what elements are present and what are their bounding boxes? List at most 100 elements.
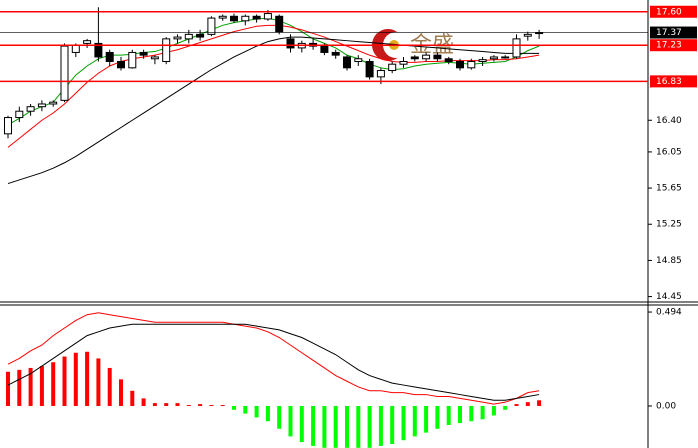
y-tick-label: 0.00: [656, 401, 676, 411]
y-tick-label: 15.65: [656, 184, 682, 194]
candle-body: [444, 58, 453, 62]
candle-body: [150, 56, 159, 60]
histogram-bar: [288, 405, 293, 437]
candle-body: [286, 38, 295, 49]
histogram-bar: [51, 362, 56, 406]
indicator-line: [7, 323, 540, 401]
histogram-bar: [6, 371, 10, 406]
histogram-bar: [446, 405, 451, 425]
candle-body: [320, 45, 329, 53]
histogram-bar: [85, 351, 90, 406]
histogram-bar: [503, 405, 508, 410]
histogram-bar: [73, 352, 78, 406]
histogram-bar: [186, 405, 191, 407]
candle-body: [60, 45, 69, 101]
candle-body: [105, 51, 114, 62]
indicator-line: [7, 36, 540, 185]
candle-body: [83, 40, 92, 44]
histogram-bar: [322, 405, 327, 448]
histogram-bar: [232, 405, 236, 410]
y-tick-label: 15.25: [656, 220, 682, 230]
level-label: 16.83: [656, 77, 682, 87]
histogram-bar: [96, 358, 101, 406]
candle-body: [4, 117, 12, 135]
histogram-bar: [164, 403, 169, 406]
level-label: 17.37: [656, 28, 682, 38]
histogram-bar: [435, 405, 440, 429]
level-label: 17.60: [656, 7, 682, 17]
candle-body: [207, 17, 216, 35]
histogram-bar: [311, 405, 316, 446]
histogram-bar: [367, 405, 372, 448]
candle-body: [410, 56, 419, 60]
candle-body: [376, 70, 385, 78]
candle-body: [365, 60, 374, 78]
histogram-bar: [28, 367, 33, 406]
candle-body: [467, 60, 476, 69]
y-tick-label: 0.494: [656, 308, 682, 318]
histogram-bar: [62, 356, 67, 406]
candle-body: [354, 58, 363, 62]
histogram-bar: [299, 405, 304, 443]
candle-body: [196, 33, 205, 38]
level-box: [650, 5, 697, 18]
candle-body: [37, 103, 46, 108]
histogram-bar: [345, 405, 349, 448]
level-box: [650, 26, 697, 39]
candle-body: [501, 56, 510, 59]
candle-body: [49, 101, 58, 105]
histogram-bar: [480, 405, 485, 420]
level-box: [650, 39, 697, 52]
candle-body: [523, 33, 532, 37]
y-tick-label: 14.45: [656, 292, 682, 302]
candle-body: [343, 56, 351, 69]
candle-body: [512, 38, 521, 58]
level-box: [650, 75, 697, 88]
histogram-bar: [39, 366, 44, 406]
candle-body: [275, 15, 284, 33]
candle-body: [94, 42, 103, 58]
histogram-bar: [401, 405, 406, 441]
candle-body: [173, 36, 182, 40]
histogram-bar: [356, 405, 361, 448]
histogram-bar: [175, 403, 180, 406]
candle-body: [15, 110, 24, 119]
histogram-bar: [119, 379, 123, 406]
indicator-line: [7, 312, 540, 405]
histogram-bar: [424, 405, 429, 433]
y-tick-label: 16.40: [656, 116, 682, 126]
candle-body: [331, 51, 340, 56]
candle-body: [117, 60, 125, 69]
histogram-bar: [333, 405, 338, 448]
histogram-bar: [390, 405, 395, 445]
y-tick-label: 14.85: [656, 256, 682, 266]
y-tick-label: 16.05: [656, 147, 682, 157]
candle-body: [433, 54, 442, 60]
histogram-bar: [537, 400, 542, 406]
level-label: 17.23: [656, 41, 682, 51]
candle-body: [26, 106, 35, 112]
candle-body: [139, 51, 148, 56]
histogram-bar: [469, 405, 474, 422]
candle-body: [263, 13, 272, 20]
histogram-bar: [378, 405, 383, 446]
candle-body: [218, 15, 227, 19]
candle-body: [162, 38, 171, 62]
histogram-bar: [141, 398, 146, 406]
candle-body: [128, 51, 137, 69]
histogram-bar: [209, 405, 214, 407]
histogram-bar: [130, 390, 135, 406]
histogram-bar: [525, 402, 530, 406]
histogram-bar: [277, 405, 282, 429]
candle-body: [71, 44, 80, 53]
candle-body: [241, 15, 250, 22]
histogram-bar: [265, 405, 270, 422]
histogram-bar: [514, 404, 519, 406]
histogram-bar: [17, 369, 22, 406]
candle-body: [456, 60, 464, 69]
histogram-bar: [107, 367, 112, 406]
histogram-bar: [220, 405, 225, 407]
